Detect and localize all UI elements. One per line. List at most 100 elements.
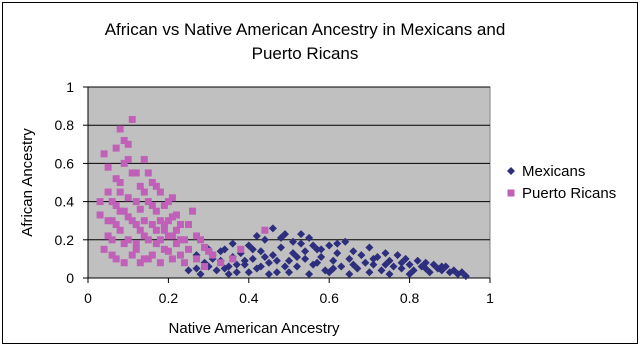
data-point-puerto-ricans <box>132 245 140 253</box>
data-point-puerto-ricans <box>112 221 120 229</box>
data-point-mexicans <box>301 247 310 256</box>
data-point-mexicans <box>365 268 374 277</box>
data-point-mexicans <box>361 258 370 267</box>
data-point-puerto-ricans <box>217 259 225 267</box>
data-point-mexicans <box>220 264 229 273</box>
data-point-puerto-ricans <box>120 207 128 215</box>
data-point-puerto-ricans <box>96 211 104 219</box>
data-point-mexicans <box>329 256 338 265</box>
data-point-puerto-ricans <box>116 207 124 215</box>
data-point-mexicans <box>228 239 237 248</box>
data-point-mexicans <box>357 251 366 260</box>
data-point-mexicans <box>413 256 422 265</box>
data-point-puerto-ricans <box>164 247 172 255</box>
data-point-mexicans <box>301 254 310 263</box>
data-point-mexicans <box>405 260 414 269</box>
data-point-puerto-ricans <box>128 115 136 123</box>
data-point-mexicans <box>421 264 430 273</box>
data-point-puerto-ricans <box>128 251 136 259</box>
data-point-mexicans <box>437 262 446 271</box>
data-point-puerto-ricans <box>104 188 112 196</box>
data-point-puerto-ricans <box>168 213 176 221</box>
data-point-puerto-ricans <box>160 245 168 253</box>
data-point-puerto-ricans <box>168 255 176 263</box>
data-point-puerto-ricans <box>160 226 168 234</box>
legend-label: Puerto Ricans <box>522 185 616 202</box>
data-point-puerto-ricans <box>172 226 180 234</box>
y-tick-label: 0.8 <box>55 117 75 133</box>
data-point-puerto-ricans <box>209 251 217 259</box>
data-points <box>96 115 470 281</box>
data-point-mexicans <box>212 266 221 275</box>
data-point-mexicans <box>285 268 293 277</box>
data-point-puerto-ricans <box>128 217 136 225</box>
legend-label: Mexicans <box>522 163 585 180</box>
data-point-puerto-ricans <box>104 217 112 225</box>
data-point-puerto-ricans <box>164 217 172 225</box>
data-point-puerto-ricans <box>148 221 156 229</box>
data-point-puerto-ricans <box>205 247 213 255</box>
data-point-puerto-ricans <box>152 240 160 248</box>
data-point-mexicans <box>272 268 281 277</box>
data-point-puerto-ricans <box>176 221 184 229</box>
data-point-puerto-ricans <box>189 207 197 215</box>
data-point-mexicans <box>289 249 298 258</box>
x-tick-label: 1 <box>486 290 494 306</box>
y-tick-label: 0 <box>66 270 74 286</box>
data-point-mexicans <box>216 247 225 256</box>
data-point-puerto-ricans <box>120 240 128 248</box>
data-point-puerto-ricans <box>120 136 128 144</box>
y-tick-label: 1 <box>66 79 74 95</box>
data-point-puerto-ricans <box>144 255 152 263</box>
data-point-puerto-ricans <box>261 226 269 234</box>
data-point-puerto-ricans <box>116 179 124 186</box>
data-point-mexicans <box>317 245 326 254</box>
data-point-puerto-ricans <box>120 159 128 167</box>
data-point-puerto-ricans <box>136 205 144 213</box>
data-point-puerto-ricans <box>168 232 176 240</box>
data-point-mexicans <box>405 270 414 279</box>
data-point-mexicans <box>329 264 338 273</box>
data-point-mexicans <box>280 262 289 271</box>
data-point-puerto-ricans <box>197 236 205 244</box>
data-point-puerto-ricans <box>148 251 156 259</box>
data-point-puerto-ricans <box>132 221 140 229</box>
data-point-puerto-ricans <box>112 144 120 152</box>
data-point-puerto-ricans <box>128 169 136 177</box>
data-point-puerto-ricans <box>104 163 112 171</box>
y-tick-label: 0.2 <box>55 232 75 248</box>
x-tick-label: 0.4 <box>239 290 259 306</box>
data-point-mexicans <box>192 264 201 273</box>
data-point-puerto-ricans <box>172 240 180 248</box>
data-point-puerto-ricans <box>124 236 132 244</box>
data-point-puerto-ricans <box>144 198 152 206</box>
data-point-mexicans <box>309 241 318 250</box>
data-point-puerto-ricans <box>112 175 120 183</box>
data-point-mexicans <box>325 241 334 250</box>
data-point-mexicans <box>313 258 322 267</box>
data-point-puerto-ricans <box>193 255 201 263</box>
data-point-mexicans <box>369 260 378 269</box>
data-point-puerto-ricans <box>156 217 164 225</box>
data-point-mexicans <box>377 266 386 275</box>
data-point-mexicans <box>232 260 241 269</box>
data-point-puerto-ricans <box>140 156 148 164</box>
data-point-mexicans <box>224 270 233 279</box>
data-point-mexicans <box>244 268 253 277</box>
data-point-puerto-ricans <box>176 236 184 244</box>
data-point-mexicans <box>272 256 281 265</box>
data-point-mexicans <box>369 254 378 263</box>
data-point-puerto-ricans <box>112 201 120 209</box>
data-point-puerto-ricans <box>96 198 104 206</box>
data-point-puerto-ricans <box>185 221 192 229</box>
y-tick-label: 0.4 <box>55 194 75 210</box>
data-point-mexicans <box>289 237 298 246</box>
data-point-mexicans <box>461 272 470 281</box>
data-point-mexicans <box>305 233 314 242</box>
data-point-puerto-ricans <box>108 217 116 225</box>
data-point-mexicans <box>305 270 314 279</box>
data-point-mexicans <box>264 270 273 279</box>
data-point-mexicans <box>260 252 269 261</box>
data-point-puerto-ricans <box>108 251 116 259</box>
